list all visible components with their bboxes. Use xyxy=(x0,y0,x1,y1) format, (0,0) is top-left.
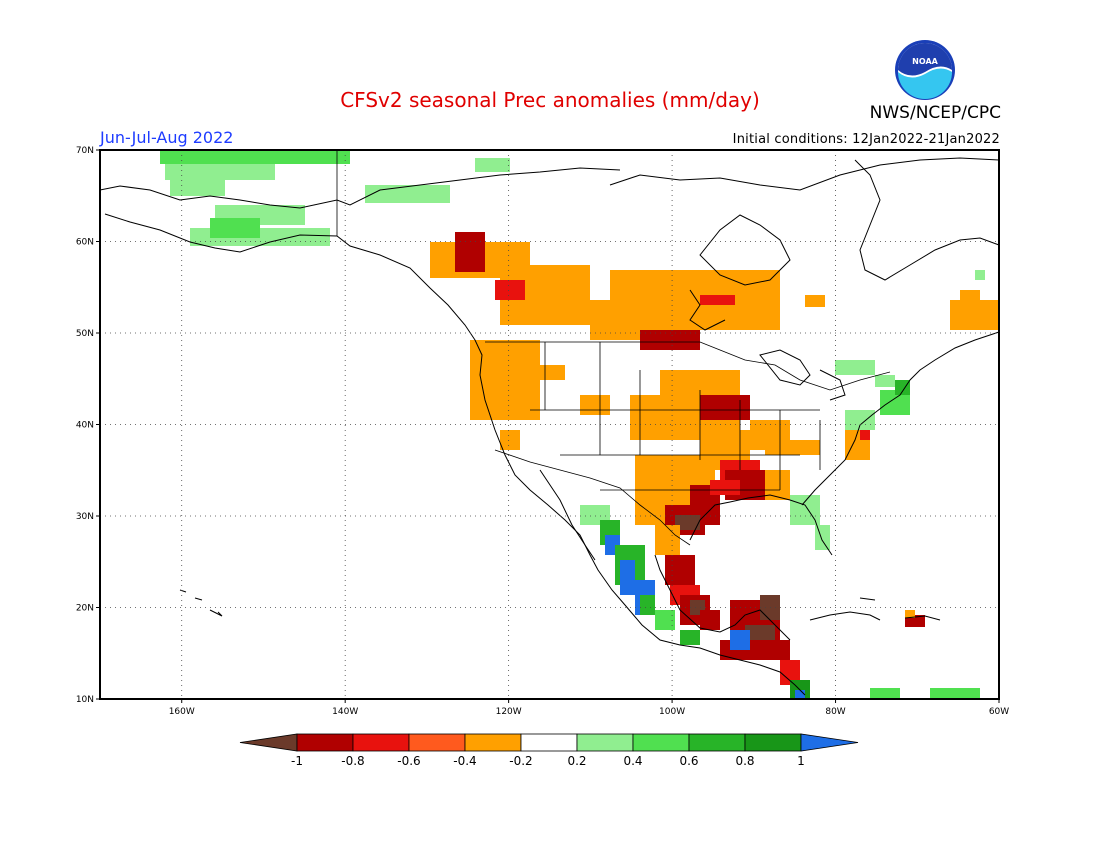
anomaly-cell xyxy=(905,610,915,618)
anomaly-cell xyxy=(680,630,700,645)
lon-tick-label: 100W xyxy=(659,707,685,717)
anomaly-cell xyxy=(930,688,980,699)
map-area: 160W 140W 120W 100W 80W 60W 70N 60N 50N 40N 30N 20N… xyxy=(76,146,1009,717)
lat-tick-label: 60N xyxy=(76,238,94,248)
colorbar-segment xyxy=(296,733,354,752)
lon-tick-label: 140W xyxy=(332,707,358,717)
colorbar-low-arrow xyxy=(239,733,298,752)
anomaly-cell xyxy=(700,395,750,420)
anomaly-cell xyxy=(730,630,750,650)
colorbar-label: -0.4 xyxy=(453,754,476,768)
anomaly-cell xyxy=(495,280,525,300)
anomaly-cell xyxy=(795,690,805,699)
anomaly-cell xyxy=(750,290,780,300)
anomaly-cell xyxy=(700,610,720,630)
anomaly-cell xyxy=(765,440,820,455)
lat-tick-label: 10N xyxy=(76,695,94,705)
anomaly-cell xyxy=(975,270,985,280)
anomaly-cell xyxy=(640,330,700,350)
lat-tick-label: 70N xyxy=(76,146,94,156)
logo-text: NOAA xyxy=(912,57,938,66)
anomaly-cell xyxy=(870,688,900,699)
colorbar-segment xyxy=(352,733,410,752)
anomaly-cell xyxy=(655,525,680,555)
anomaly-cell xyxy=(540,365,565,380)
anomaly-cell xyxy=(160,150,350,164)
anomaly-cell xyxy=(780,660,800,685)
colorbar-label: 0.2 xyxy=(567,754,586,768)
anomaly-cell xyxy=(475,158,510,172)
anomaly-cell xyxy=(170,180,225,196)
anomaly-cell xyxy=(860,425,870,440)
anomaly-cell xyxy=(365,185,450,203)
anomaly-cell xyxy=(960,290,980,302)
coastlines xyxy=(99,157,1000,696)
colorbar-label: 0.6 xyxy=(679,754,698,768)
colorbar-label: -0.8 xyxy=(341,754,364,768)
anomaly-cell xyxy=(455,232,485,272)
anomaly-cell xyxy=(950,300,999,330)
colorbar-segment xyxy=(464,733,522,752)
anomaly-cell xyxy=(640,595,655,615)
colorbar-label: 0.4 xyxy=(623,754,642,768)
anomaly-cell xyxy=(710,480,740,495)
colorbar-segment xyxy=(520,733,578,752)
colorbar-label: 1 xyxy=(797,754,805,768)
anomaly-cell xyxy=(875,375,895,387)
anomaly-cell xyxy=(845,410,875,430)
lon-tick-label: 120W xyxy=(496,707,522,717)
colorbar-segment xyxy=(744,733,802,752)
colorbar-segment xyxy=(576,733,634,752)
lon-tick-label: 60W xyxy=(989,707,1009,717)
anomaly-cell xyxy=(675,515,700,530)
anomaly-cell xyxy=(895,380,910,395)
colorbar-label: -0.2 xyxy=(509,754,532,768)
colorbar-segment xyxy=(632,733,690,752)
map-title: CFSv2 seasonal Prec anomalies (mm/day) xyxy=(340,88,760,112)
lon-tick-label: 160W xyxy=(169,707,195,717)
anomaly-cells xyxy=(160,150,999,699)
colorbar-segment xyxy=(688,733,746,752)
colorbar-segment xyxy=(408,733,466,752)
period-label: Jun-Jul-Aug 2022 xyxy=(100,128,234,147)
colorbar-high-arrow xyxy=(800,733,859,752)
noaa-logo-icon: NOAA xyxy=(895,40,955,100)
org-label: NWS/NCEP/CPC xyxy=(869,103,1001,123)
anomaly-cell xyxy=(655,610,675,630)
anomaly-cell xyxy=(165,164,275,180)
colorbar: -1 -0.8 -0.6 -0.4 -0.2 0.2 0.4 0.6 0.8 1 xyxy=(239,733,859,768)
anomaly-cell xyxy=(835,360,875,375)
lon-tick-label: 80W xyxy=(825,707,845,717)
lat-tick-label: 50N xyxy=(76,329,94,339)
lat-tick-label: 30N xyxy=(76,512,94,522)
colorbar-label: -1 xyxy=(291,754,303,768)
anomaly-cell xyxy=(700,295,735,305)
lat-tick-label: 40N xyxy=(76,421,94,431)
anomaly-cell xyxy=(580,395,610,415)
initial-conditions-label: Initial conditions: 12Jan2022-21Jan2022 xyxy=(732,132,1000,147)
anomaly-cell xyxy=(210,218,260,238)
lat-tick-label: 20N xyxy=(76,604,94,614)
borders xyxy=(336,150,891,546)
anomaly-cell xyxy=(805,295,825,307)
colorbar-label: 0.8 xyxy=(735,754,754,768)
colorbar-label: -0.6 xyxy=(397,754,420,768)
anomaly-cell xyxy=(500,430,520,450)
anomaly-cell xyxy=(815,525,830,550)
anomaly-cell xyxy=(665,555,695,585)
anomaly-cell xyxy=(620,560,635,595)
